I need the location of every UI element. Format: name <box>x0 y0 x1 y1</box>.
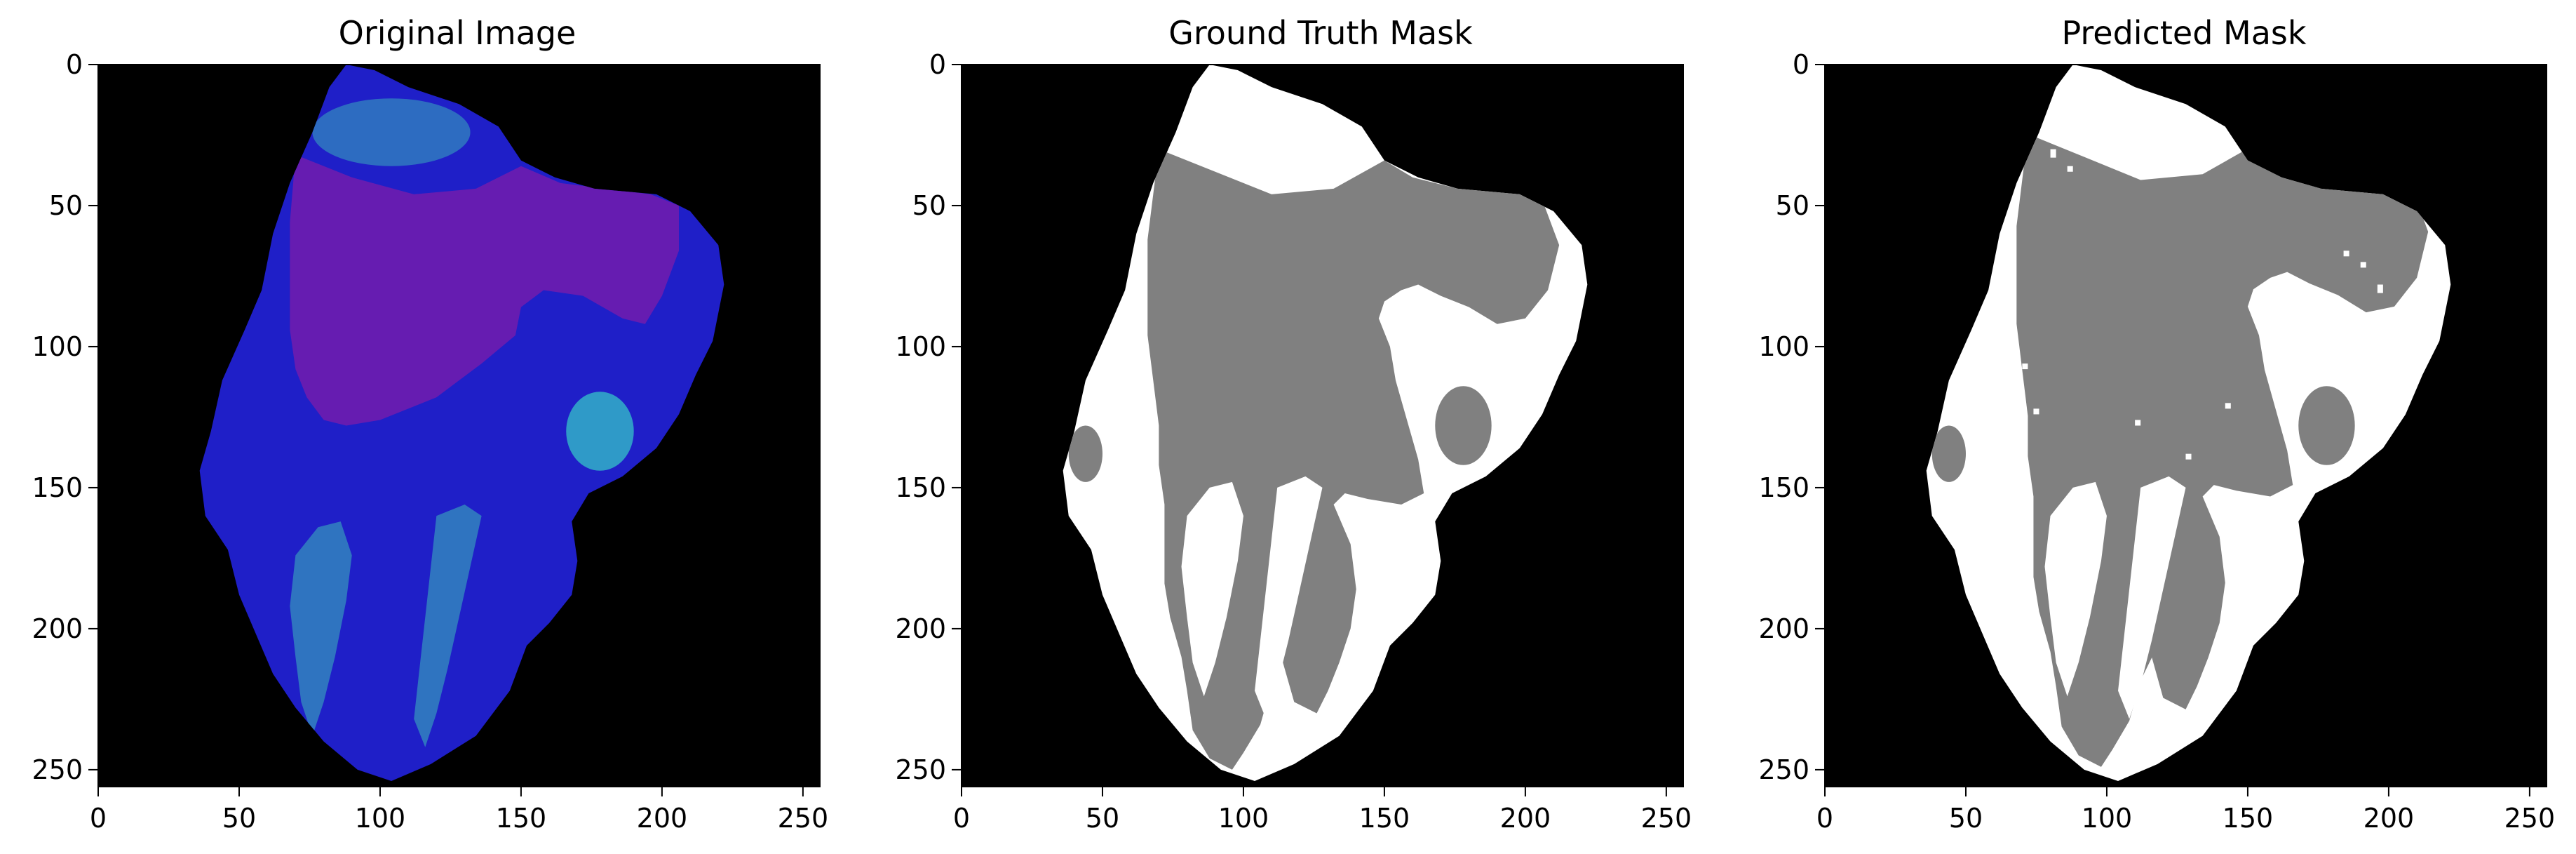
panel-title: Original Image <box>339 14 576 52</box>
x-tick-label: 0 <box>1816 803 1833 834</box>
y-tick-label: 200 <box>1758 613 1809 644</box>
panel-predicted-mask: Predicted Mask <box>1758 14 2555 834</box>
x-tick-label: 100 <box>2082 803 2133 834</box>
x-tick-label: 0 <box>953 803 970 834</box>
y-ticks: 0 50 100 150 200 250 <box>32 49 98 785</box>
y-tick-label: 100 <box>32 331 83 362</box>
axes-frame <box>961 64 1684 787</box>
y-tick-label: 150 <box>895 472 946 503</box>
speckle-noise <box>2011 149 2383 465</box>
x-tick-label: 150 <box>1359 803 1410 834</box>
x-tick-label: 200 <box>637 803 688 834</box>
y-tick-label: 250 <box>895 754 946 785</box>
panel-ground-truth-mask: Ground Truth Mask 0 50 100 150 200 250 0 50 100… <box>895 14 1692 834</box>
panel-title: Predicted Mask <box>2061 14 2306 52</box>
gray-blob-left <box>1068 425 1102 482</box>
purple-region <box>290 154 680 426</box>
y-tick-label: 150 <box>1758 472 1809 503</box>
y-tick-label: 0 <box>1793 49 1809 80</box>
x-tick-label: 200 <box>2363 803 2415 834</box>
gray-blob-left <box>1931 425 1966 482</box>
x-tick-label: 50 <box>222 803 256 834</box>
axes-frame <box>97 64 821 787</box>
y-tick-label: 0 <box>929 49 946 80</box>
x-tick-label: 200 <box>1500 803 1551 834</box>
y-tick-label: 100 <box>895 331 946 362</box>
gray-blob-right <box>1435 386 1492 465</box>
y-tick-label: 50 <box>1776 190 1809 221</box>
y-ticks: 0 50 100 150 200 250 <box>895 49 962 785</box>
x-tick-label: 150 <box>496 803 547 834</box>
y-tick-label: 200 <box>895 613 946 644</box>
x-ticks: 0 50 100 150 200 250 <box>1816 787 2555 834</box>
x-ticks: 0 50 100 150 200 250 <box>953 787 1692 834</box>
x-tick-label: 250 <box>778 803 829 834</box>
y-tick-label: 0 <box>66 49 83 80</box>
teal-top-region <box>312 98 471 166</box>
image-area <box>98 65 820 787</box>
x-tick-label: 100 <box>355 803 406 834</box>
y-tick-label: 50 <box>49 190 83 221</box>
x-tick-label: 50 <box>1086 803 1119 834</box>
panel-title: Ground Truth Mask <box>1168 14 1473 52</box>
x-ticks: 0 50 100 150 200 250 <box>90 787 828 834</box>
y-tick-label: 50 <box>912 190 946 221</box>
y-tick-label: 200 <box>32 613 83 644</box>
image-area <box>1825 65 2547 787</box>
y-tick-label: 250 <box>1758 754 1809 785</box>
x-tick-label: 0 <box>90 803 107 834</box>
panel-original-image: Original Image 0 50 100 150 200 250 0 50 100 150… <box>32 14 828 834</box>
y-tick-label: 100 <box>1758 331 1809 362</box>
x-tick-label: 250 <box>2504 803 2556 834</box>
y-tick-label: 250 <box>32 754 83 785</box>
y-ticks: 0 50 100 150 200 250 <box>1758 49 1825 785</box>
gray-blob-right <box>2298 386 2355 465</box>
image-area <box>962 65 1683 787</box>
x-tick-label: 150 <box>2223 803 2274 834</box>
x-tick-label: 50 <box>1949 803 1983 834</box>
x-tick-label: 250 <box>1641 803 1692 834</box>
axes-frame <box>1824 64 2547 787</box>
teal-blob <box>566 392 634 471</box>
y-tick-label: 150 <box>32 472 83 503</box>
x-tick-label: 100 <box>1218 803 1269 834</box>
